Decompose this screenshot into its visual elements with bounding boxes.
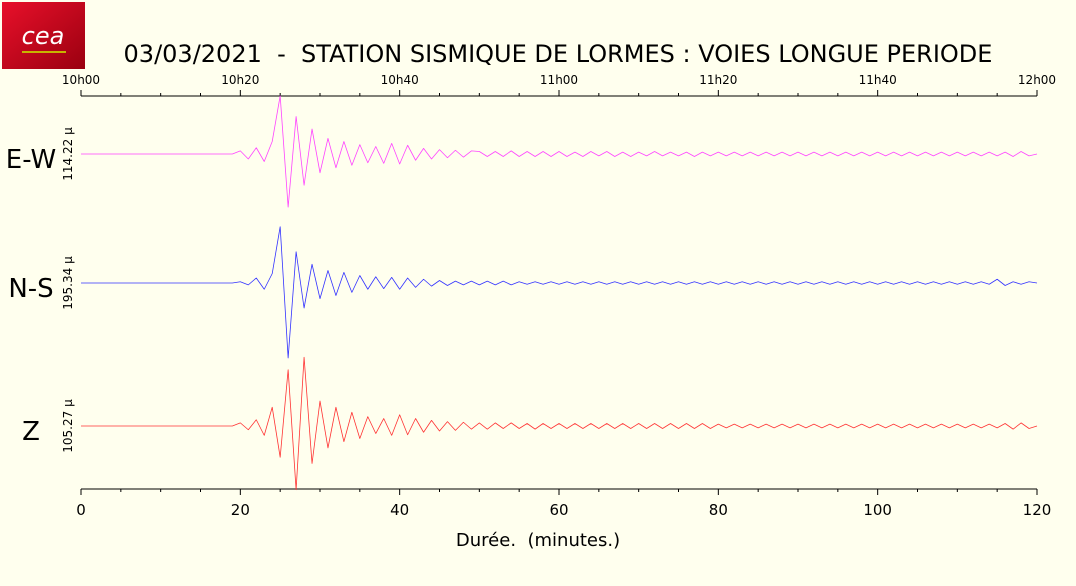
x-tick-label: 40 [390, 501, 409, 519]
top-tick-label: 12h00 [1018, 73, 1056, 87]
top-tick-label: 10h20 [221, 73, 259, 87]
trace-name: N-S [8, 274, 53, 304]
trace [81, 356, 1038, 491]
logo-box [2, 2, 85, 69]
chart-title: 03/03/2021 - STATION SISMIQUE DE LORMES … [124, 40, 993, 68]
x-axis-label: Durée. (minutes.) [456, 530, 620, 551]
trace-scale: 195.34 µ [61, 256, 75, 310]
trace-name: Z [22, 417, 40, 447]
top-tick-label: 11h20 [699, 73, 737, 87]
x-tick-label: 0 [76, 501, 86, 519]
trace-name: E-W [6, 145, 56, 175]
x-tick-label: 120 [1023, 501, 1052, 519]
logo-text: cea [22, 22, 65, 50]
trace [81, 95, 1038, 208]
x-tick-label: 20 [231, 501, 250, 519]
x-tick-label: 100 [863, 501, 892, 519]
top-tick-label: 10h40 [381, 73, 419, 87]
trace-scale: 105.27 µ [61, 399, 75, 453]
trace-scale: 114.22 µ [61, 127, 75, 181]
x-tick-label: 60 [549, 501, 568, 519]
top-tick-label: 11h00 [540, 73, 578, 87]
trace [81, 226, 1038, 359]
top-tick-label: 11h40 [859, 73, 897, 87]
top-tick-label: 10h00 [62, 73, 100, 87]
x-tick-label: 80 [709, 501, 728, 519]
